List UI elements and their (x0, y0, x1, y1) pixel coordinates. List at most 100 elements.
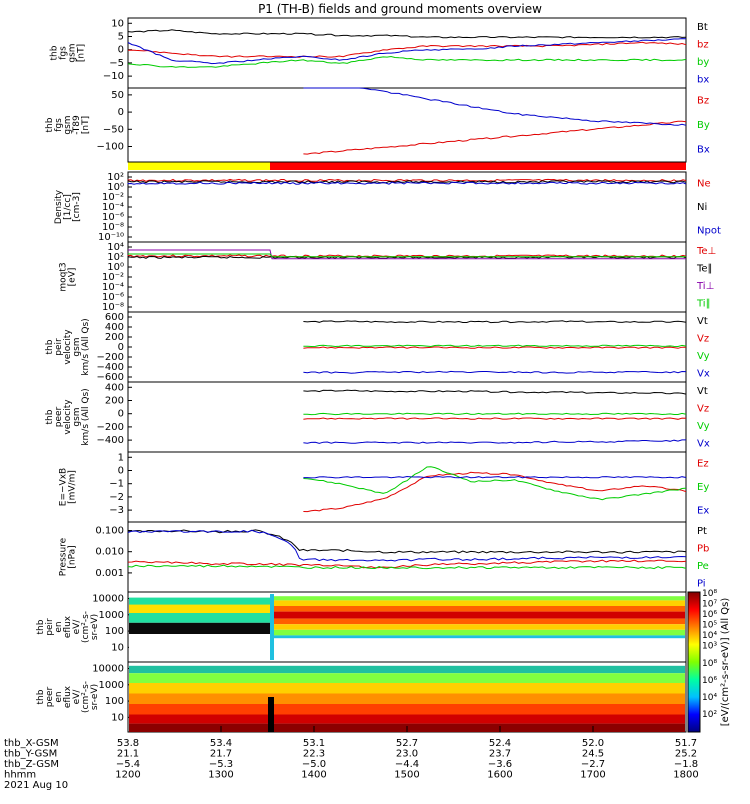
y-axis-label: velocity (63, 329, 73, 365)
y-tick-label: 10⁻⁸ (102, 222, 124, 233)
legend-By: By (697, 120, 710, 131)
legend-Ti∥: Ti∥ (696, 298, 711, 309)
legend-Ti⊥: Ti⊥ (696, 281, 714, 292)
x-row-value: 1800 (673, 770, 698, 781)
y-axis-label: [nT] (77, 44, 87, 62)
series-Bz (303, 120, 687, 155)
legend-bx: bx (697, 74, 709, 85)
y-tick-label: 10² (107, 252, 124, 263)
x-row-value: −4.4 (395, 759, 419, 770)
heatmap-band (129, 664, 685, 674)
series-Te⊥ (127, 254, 687, 258)
y-tick-label: 400 (105, 322, 124, 333)
series-Pe (127, 564, 687, 570)
x-row-value: 51.7 (675, 738, 697, 749)
y-tick-label: −400 (97, 435, 124, 446)
series-Pt (127, 529, 687, 554)
panel-p1: thb fgs gsm [nT] 10 5 0 −5 −10 Bt bz by bx (50, 17, 709, 89)
y-tick-label: 50 (111, 90, 124, 101)
series-Vt (303, 389, 687, 395)
y-axis-label: velocity (63, 399, 73, 435)
series-Bx (303, 87, 687, 126)
legend-bz: bz (697, 39, 709, 50)
x-row-value: −5.4 (116, 759, 140, 770)
legend-Vt: Vt (697, 386, 708, 397)
x-row-value: 1700 (580, 770, 605, 781)
y-axis-label: [mV/m] (68, 470, 78, 504)
y-tick-label: 10⁻⁶ (102, 212, 124, 223)
x-row-value: −5.0 (302, 759, 326, 770)
y-tick-label: 10000 (92, 664, 124, 675)
colorbar-tick-lower: 10⁶ (702, 676, 717, 686)
series-by (127, 55, 687, 68)
x-row-value: 21.1 (117, 749, 139, 760)
y-axis-label: thb (45, 409, 55, 424)
heatmap-gap (268, 697, 274, 732)
y-tick-label: 10 (111, 712, 124, 723)
legend-Vx: Vx (697, 368, 710, 379)
y-tick-label: −200 (97, 352, 124, 363)
y-tick-label: 200 (105, 395, 124, 406)
heatmap-band (129, 704, 685, 715)
heatmap-transition (270, 594, 274, 660)
series-Ne (127, 178, 687, 182)
series-Vz (303, 417, 687, 420)
y-axis-label: [1/cc] (63, 194, 73, 220)
heatmap-band (129, 673, 685, 683)
panel-p2: thb fgs gsm -T89 [nT] 50 0 −50 −100 Bz By Bx (45, 87, 710, 163)
y-axis-label: Density (54, 189, 64, 224)
y-axis-label: (cm²-s- (81, 611, 91, 643)
y-tick-label: 10⁰ (107, 262, 124, 273)
y-tick-label: 1 (118, 452, 124, 463)
heatmap-band (129, 714, 685, 724)
panel-frame (127, 241, 687, 313)
y-tick-label: 10⁰ (107, 182, 124, 193)
heatmap-band-fast (274, 596, 685, 601)
x-row-label: thb_X-GSM (4, 738, 59, 749)
y-tick-label: 1000 (99, 610, 124, 621)
colorbar-tick-lower: 10⁸ (702, 659, 717, 669)
series-Te∥ (127, 255, 687, 259)
y-axis-label: km/s (All Qs) (81, 388, 91, 445)
y-tick-label: 1000 (99, 680, 124, 691)
y-tick-label: −2 (109, 492, 124, 503)
x-row-value: 1500 (394, 770, 419, 781)
panel-p11: thb peer en eflux eV/(cm²-s-sr-eV) 10000 1000 1… (36, 661, 687, 733)
panel-p6: thb peir velocity gsm km/s (All Qs) 600400200… (45, 311, 710, 383)
x-row-value: 52.4 (489, 738, 511, 749)
y-tick-label: 0.010 (95, 547, 124, 558)
y-axis-label: peer (54, 406, 64, 427)
y-axis-label: en (54, 621, 64, 632)
x-row-value: 52.7 (396, 738, 418, 749)
y-tick-label: −100 (97, 142, 124, 153)
series-Pi (127, 529, 687, 562)
date-label: 2021 Aug 10 (4, 780, 68, 791)
legend-Vz: Vz (697, 403, 709, 414)
legend-Vy: Vy (697, 421, 710, 432)
y-axis-label: km/s (All Qs) (81, 318, 91, 375)
figure-title: P1 (TH-B) fields and ground moments over… (258, 2, 542, 16)
y-axis-label: [cm-3] (72, 192, 82, 222)
x-row-label: thb_Z-GSM (4, 759, 59, 770)
panel-p9: Pressure [nPa] 0.100 0.010 0.001 Pt Pb Pe Pi (59, 521, 709, 593)
legend-Bt: Bt (697, 22, 708, 33)
mode-bar-fast (270, 162, 686, 170)
y-axis-label: gsm (63, 115, 73, 134)
y-tick-label: 0 (118, 465, 124, 476)
y-tick-label: 10⁻¹⁰ (98, 232, 124, 243)
heatmap-band-slow (129, 613, 271, 623)
legend-Pb: Pb (697, 543, 709, 554)
x-row-value: 53.1 (303, 738, 325, 749)
legend-Vz: Vz (697, 333, 709, 344)
x-row-value: −3.6 (488, 759, 512, 770)
colorbar-tick-upper: 10³ (702, 642, 717, 652)
y-tick-label: −400 (97, 362, 124, 373)
y-axis-label: gsm (68, 43, 78, 62)
y-tick-label: 10⁻⁴ (102, 202, 124, 213)
y-tick-label: 0.100 (95, 525, 124, 536)
x-row-value: 23.7 (489, 749, 511, 760)
x-row-value: 25.2 (675, 749, 697, 760)
y-tick-label: 400 (105, 382, 124, 393)
